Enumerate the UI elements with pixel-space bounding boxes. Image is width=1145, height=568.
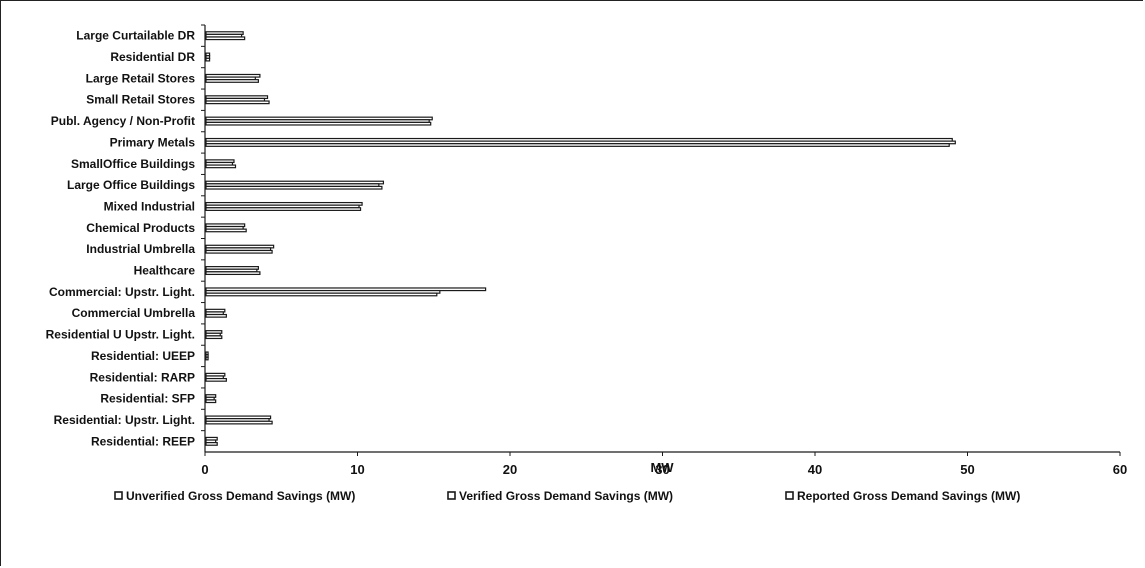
category-label: Publ. Agency / Non-Profit xyxy=(51,114,195,128)
category-label: Residential: Upstr. Light. xyxy=(54,413,195,427)
bar-reported xyxy=(205,313,227,318)
x-tick-labels: 0 10 20 30 40 50 60 xyxy=(201,462,1127,477)
bar-reported xyxy=(205,399,217,404)
x-tick-label: 60 xyxy=(1113,462,1127,477)
category-label: Commercial: Upstr. Light. xyxy=(49,285,195,299)
category-label: Chemical Products xyxy=(86,221,195,235)
bar-reported xyxy=(205,143,950,147)
x-axis-title: MW xyxy=(650,460,674,475)
bar-reported xyxy=(205,79,259,83)
bar-reported xyxy=(205,377,227,382)
category-label: Residential: UEEP xyxy=(91,349,195,363)
legend-swatch xyxy=(785,491,794,500)
bar-reported xyxy=(205,420,273,425)
category-label: Small Retail Stores xyxy=(86,93,195,107)
legend-swatch xyxy=(114,491,123,500)
category-label: Primary Metals xyxy=(110,135,196,149)
category-label: Large Office Buildings xyxy=(67,178,195,192)
category-label: Residential: RARP xyxy=(90,370,195,384)
category-label: Residential DR xyxy=(110,50,195,64)
bar-reported xyxy=(205,249,273,254)
category-label: SmallOffice Buildings xyxy=(71,157,195,171)
legend: Unverified Gross Demand Savings (MW) Veri… xyxy=(114,489,1020,503)
category-label: Commercial Umbrella xyxy=(72,306,196,320)
bar-reported xyxy=(205,356,209,361)
bar-reported xyxy=(205,57,211,62)
bar-reported xyxy=(205,121,432,126)
bar-reported xyxy=(205,185,383,190)
bar-reported xyxy=(205,207,362,211)
x-tick-label: 20 xyxy=(503,462,517,477)
bar-reported xyxy=(205,36,246,41)
x-tick-label: 50 xyxy=(960,462,974,477)
legend-swatch xyxy=(447,491,456,500)
category-label: Residential: SFP xyxy=(100,392,195,406)
bars-layer xyxy=(205,31,956,446)
category-label: Large Curtailable DR xyxy=(76,29,195,43)
category-labels: Large Curtailable DR Residential DR Large … xyxy=(46,29,196,449)
category-label: Mixed Industrial xyxy=(104,199,195,213)
x-tick-label: 40 xyxy=(808,462,822,477)
legend-entry: Verified Gross Demand Savings (MW) xyxy=(459,489,673,503)
axes xyxy=(201,24,1121,456)
category-label: Healthcare xyxy=(134,264,196,278)
x-tick-label: 0 xyxy=(201,462,208,477)
legend-entry: Unverified Gross Demand Savings (MW) xyxy=(126,489,355,503)
category-label: Industrial Umbrella xyxy=(86,242,195,256)
bar-reported xyxy=(205,228,247,233)
bar-reported xyxy=(205,335,223,340)
legend-entry: Reported Gross Demand Savings (MW) xyxy=(797,489,1020,503)
bar-reported xyxy=(205,442,218,446)
x-tick-label: 10 xyxy=(350,462,364,477)
bar-reported xyxy=(205,271,261,276)
category-label: Large Retail Stores xyxy=(86,71,196,85)
x-tick-label: 30 xyxy=(655,462,669,477)
bar-reported xyxy=(205,164,237,169)
category-label: Residential U Upstr. Light. xyxy=(46,328,195,342)
bar-reported xyxy=(205,100,270,105)
bar-reported xyxy=(205,292,438,297)
category-label: Residential: REEP xyxy=(91,434,195,448)
